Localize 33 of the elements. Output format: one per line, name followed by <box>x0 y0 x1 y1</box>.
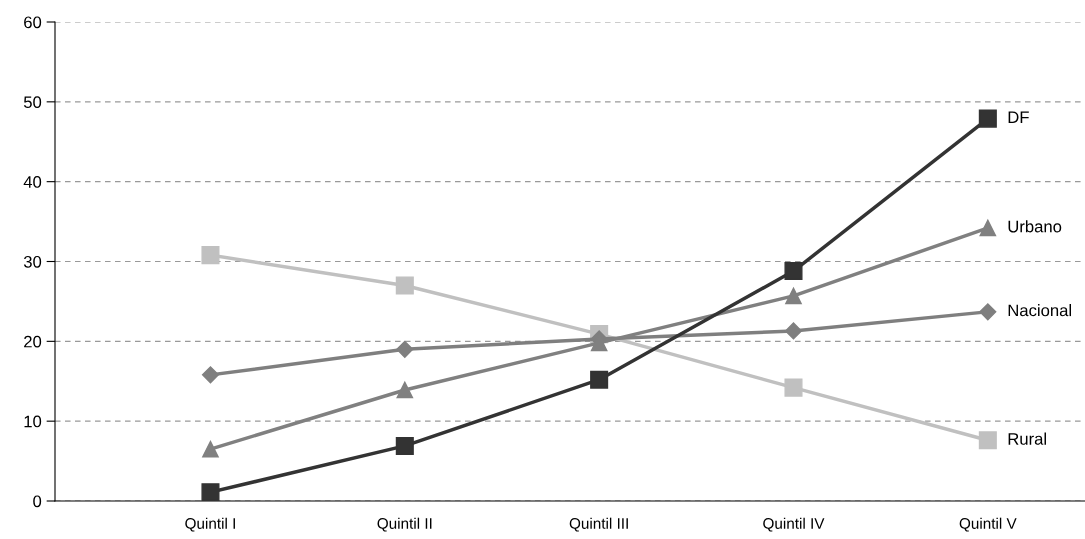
point <box>979 219 997 237</box>
point <box>201 246 220 265</box>
x-tick-label: Quintil III <box>569 517 628 532</box>
series-label: DF <box>1008 111 1029 123</box>
y-tick-label: 0 <box>33 495 42 508</box>
y-tick-label: 50 <box>23 96 42 109</box>
series-label: Urbano <box>1008 220 1062 233</box>
y-tick-label: 40 <box>23 176 42 188</box>
x-tick-label: Quintil II <box>377 517 432 532</box>
point <box>396 340 414 358</box>
point <box>590 370 609 389</box>
point <box>978 431 997 450</box>
series-label: Rural <box>1008 432 1046 445</box>
y-tick-label: 60 <box>24 16 42 29</box>
point <box>395 276 414 295</box>
point <box>978 109 997 128</box>
y-tick-label: 10 <box>24 415 42 428</box>
point <box>396 381 414 399</box>
point <box>784 322 803 340</box>
point <box>784 262 803 281</box>
point <box>201 483 220 501</box>
series-label: Nacional <box>1008 304 1072 317</box>
x-tick-label: Quintil V <box>959 517 1017 532</box>
point <box>784 378 803 397</box>
point <box>785 287 802 305</box>
point <box>395 436 414 455</box>
y-tick-label: 30 <box>23 255 42 268</box>
point <box>202 440 219 458</box>
point <box>979 303 997 321</box>
y-tick-label: 20 <box>24 335 42 348</box>
x-tick-label: Quintil IV <box>763 517 825 532</box>
point <box>201 366 220 384</box>
x-tick-label: Quintil I <box>185 517 235 532</box>
